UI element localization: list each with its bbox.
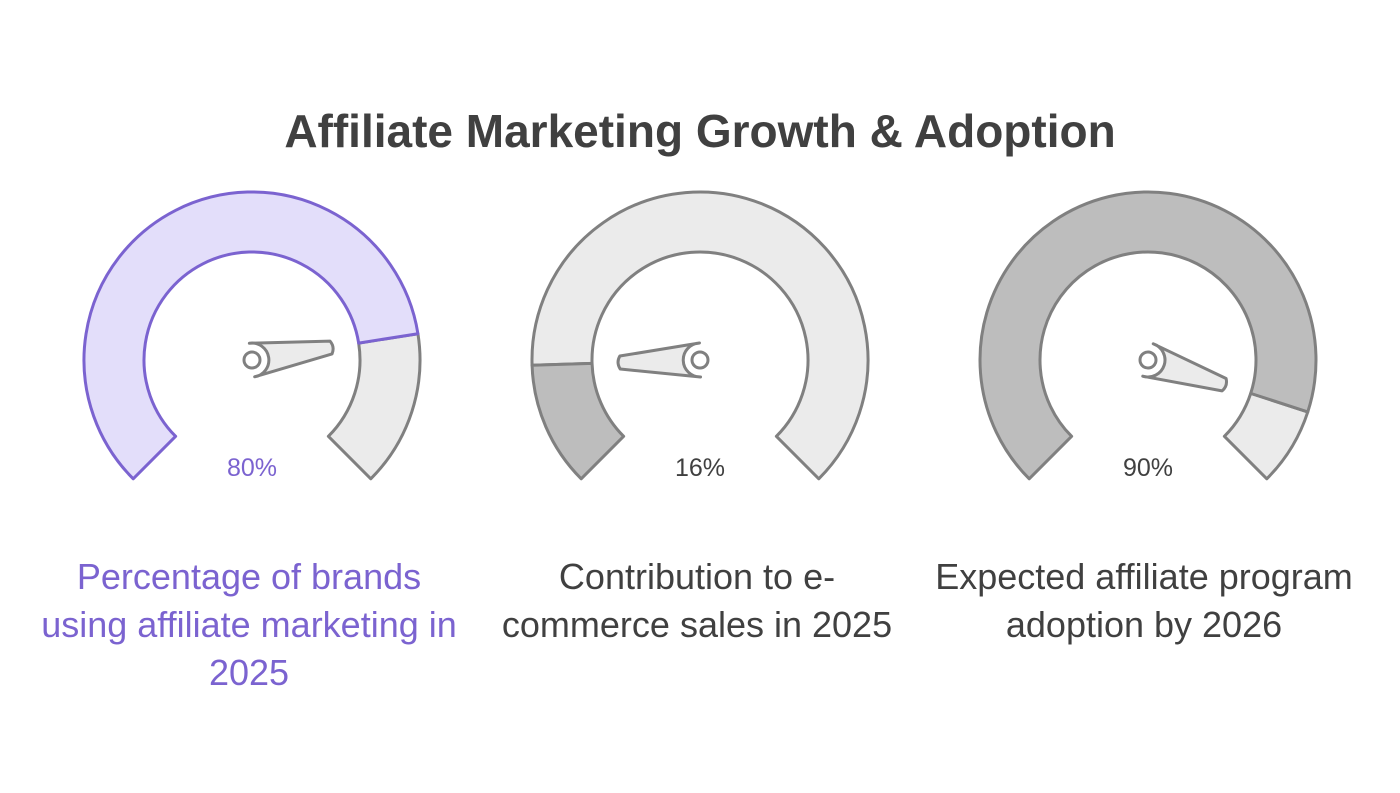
gauge-needle-hub [242,350,262,370]
gauge-sales: 16% [530,190,870,482]
gauge-adoption: 90% [978,190,1318,482]
gauge-value-label: 90% [1123,454,1173,482]
gauge-value-label: 16% [675,454,725,482]
gauge-value-sector [82,190,420,481]
gauge-caption-sales: Contribution to e-commerce sales in 2025 [501,556,893,645]
gauge-brands: 80% [82,190,422,482]
gauge-remaining-sector [1222,391,1310,481]
gauge-value-sector [530,361,626,481]
gauge-needle-hub [690,350,710,370]
gauge-needle [616,341,703,379]
gauge-value-label: 80% [227,454,277,482]
gauge-value-sector [978,190,1318,481]
gauge-caption-adoption: Expected affiliate program adoption by 2… [935,556,1353,645]
gauge-remaining-sector [326,332,422,481]
gauge-needle-hub [1138,350,1158,370]
gauge-remaining-sector [530,190,870,481]
page-title: Affiliate Marketing Growth & Adoption [284,105,1116,157]
gauge-needle [1141,342,1229,393]
gauge-caption-brands: Percentage of brands using affiliate mar… [41,556,457,693]
gauge-needle [247,339,335,379]
